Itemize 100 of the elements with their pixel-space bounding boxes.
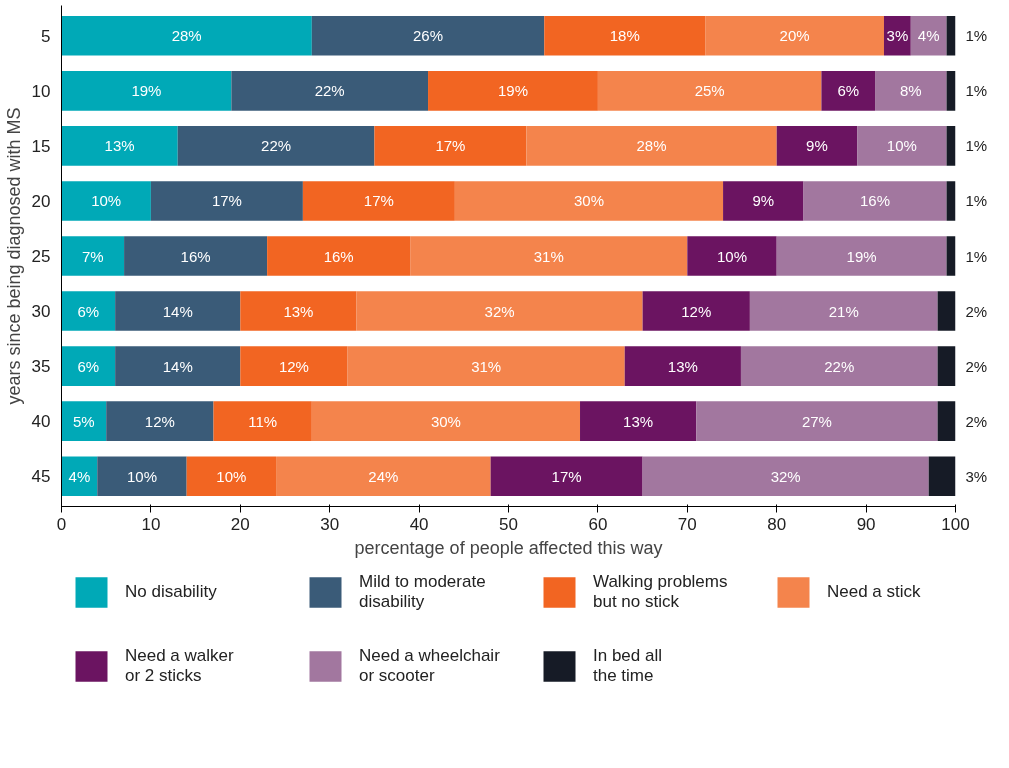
- data-label: 14%: [162, 357, 193, 375]
- bar: [61, 401, 107, 441]
- bar: [213, 401, 312, 441]
- data-label: 10%: [91, 192, 122, 210]
- data-label: 12%: [144, 412, 175, 430]
- x-tick-label: 100: [941, 514, 970, 534]
- legend-label: No disability: [125, 581, 218, 603]
- data-label: 10%: [126, 467, 157, 485]
- x-tick-label: 80: [767, 514, 787, 534]
- bar: [642, 291, 750, 331]
- bar: [946, 126, 956, 166]
- data-label: 2%: [965, 412, 988, 430]
- bar: [946, 236, 956, 276]
- legend-label: Need a wheelchair or scooter: [359, 645, 501, 687]
- bar: [374, 126, 527, 166]
- data-label: 6%: [77, 302, 100, 320]
- y-axis-title: years since being diagnosed with MS: [3, 107, 24, 405]
- data-label: 18%: [609, 27, 640, 45]
- data-label: 16%: [860, 192, 891, 210]
- data-label: 2%: [965, 302, 988, 320]
- data-label: 32%: [770, 467, 801, 485]
- data-label: 17%: [211, 192, 242, 210]
- bar: [267, 236, 411, 276]
- data-label: 6%: [837, 82, 860, 100]
- data-label: 17%: [363, 192, 394, 210]
- x-tick-label: 30: [320, 514, 340, 534]
- data-label: 22%: [824, 357, 855, 375]
- data-label: 13%: [104, 137, 135, 155]
- data-label: 1%: [965, 137, 988, 155]
- bar: [356, 291, 643, 331]
- bar: [490, 456, 643, 497]
- data-label: 10%: [886, 137, 917, 155]
- bar: [875, 71, 947, 111]
- data-label: 22%: [314, 82, 345, 100]
- bar: [776, 126, 858, 166]
- data-label: 21%: [828, 302, 859, 320]
- data-label: 16%: [323, 247, 354, 265]
- data-label: 22%: [261, 137, 292, 155]
- data-label: 17%: [551, 467, 582, 485]
- bar: [177, 126, 375, 166]
- bar: [240, 291, 357, 331]
- bar: [61, 181, 151, 221]
- data-label: 13%: [283, 302, 314, 320]
- bar: [410, 236, 688, 276]
- data-label: 32%: [484, 302, 515, 320]
- data-label: 19%: [846, 247, 877, 265]
- bar: [526, 126, 777, 166]
- data-label: 27%: [801, 412, 832, 430]
- bar: [428, 71, 598, 111]
- bar: [124, 236, 268, 276]
- bar: [740, 346, 938, 386]
- data-label: 26%: [413, 27, 444, 45]
- data-label: 28%: [636, 137, 667, 155]
- data-label: 1%: [965, 27, 988, 45]
- bar: [696, 401, 938, 441]
- bar: [946, 181, 956, 221]
- x-axis-title: percentage of people affected this way: [354, 537, 663, 558]
- bar: [61, 126, 178, 166]
- data-label: 1%: [965, 82, 988, 100]
- y-tick-label: 30: [31, 302, 51, 322]
- y-tick-label: 25: [31, 247, 51, 266]
- data-label: 31%: [471, 357, 502, 375]
- data-label: 4%: [68, 467, 91, 485]
- bar: [61, 15, 312, 56]
- data-label: 20%: [779, 27, 810, 45]
- bar: [61, 456, 98, 497]
- x-tick-label: 40: [409, 514, 429, 534]
- data-label: 9%: [752, 192, 775, 210]
- x-tick-label: 10: [141, 514, 161, 534]
- bar: [106, 401, 214, 441]
- bar: [723, 181, 804, 221]
- y-tick-label: 10: [31, 81, 51, 101]
- x-tick-label: 50: [499, 514, 518, 534]
- data-label: 24%: [368, 467, 399, 485]
- bar: [946, 71, 956, 111]
- bar: [115, 291, 241, 331]
- bar: [61, 346, 116, 386]
- y-tick-label: 20: [31, 191, 51, 211]
- data-label: 1%: [965, 192, 988, 210]
- data-label: 28%: [171, 27, 202, 45]
- bar: [302, 181, 455, 221]
- legend-label: Mild to moderate disability: [359, 571, 487, 613]
- data-label: 2%: [965, 357, 988, 375]
- bar: [240, 346, 348, 386]
- bar: [910, 15, 947, 56]
- data-label: 1%: [965, 247, 988, 265]
- data-label: 12%: [681, 302, 712, 320]
- bar: [186, 456, 277, 497]
- bar: [803, 181, 947, 221]
- bar: [231, 71, 429, 111]
- bar: [544, 15, 706, 56]
- data-label: 31%: [533, 247, 564, 265]
- data-label: 30%: [573, 192, 604, 210]
- data-label: 11%: [248, 412, 278, 430]
- x-tick-label: 20: [230, 514, 250, 534]
- legend-label: Walking problems but no stick: [593, 571, 729, 613]
- data-label: 8%: [899, 82, 922, 100]
- bar: [61, 291, 116, 331]
- data-label: 7%: [81, 247, 104, 265]
- bar: [311, 401, 581, 441]
